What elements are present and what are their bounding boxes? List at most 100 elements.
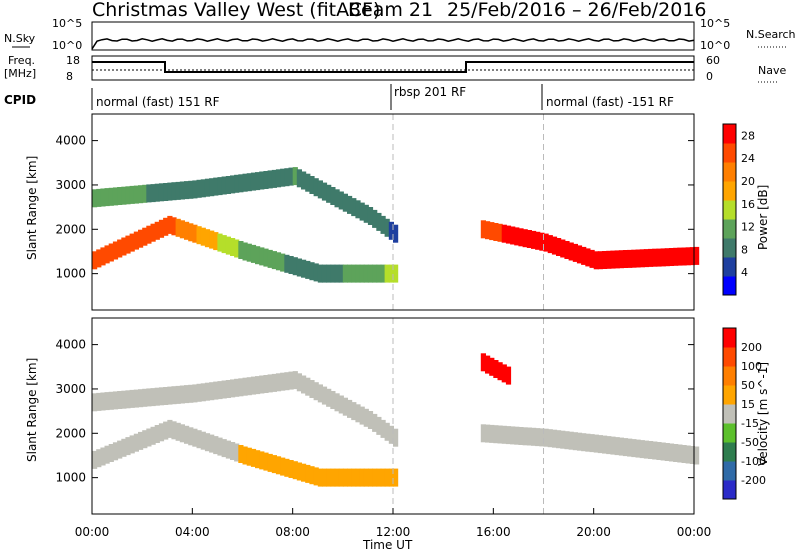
data-cell-power-0-57 xyxy=(330,264,336,283)
data-cell-velocity-1-9 xyxy=(129,389,135,408)
data-cell-power-1-44 xyxy=(275,169,282,188)
data-cell-velocity-0-48 xyxy=(292,461,298,480)
data-cell-velocity-3-12 xyxy=(531,427,537,446)
data-cell-velocity-3-43 xyxy=(660,442,666,461)
data-cell-power-0-42 xyxy=(267,249,273,268)
data-cell-power-0-31 xyxy=(221,235,227,254)
data-cell-power-2-46 xyxy=(673,247,679,266)
data-cell-velocity-1-33 xyxy=(230,379,236,398)
data-cell-velocity-0-52 xyxy=(309,466,315,485)
data-cell-velocity-0-17 xyxy=(163,421,169,440)
data-cell-power-1-57 xyxy=(330,187,336,205)
data-cell-velocity-0-15 xyxy=(154,425,160,443)
data-cell-power-0-54 xyxy=(317,264,323,283)
data-cell-power-2-26 xyxy=(589,249,595,268)
data-cell-velocity-3-15 xyxy=(543,428,549,447)
data-cell-power-1-11 xyxy=(138,185,144,204)
data-cell-velocity-0-42 xyxy=(267,453,273,472)
data-cell-power-1-7 xyxy=(121,186,127,205)
colorbar-swatch-7 xyxy=(723,143,736,163)
data-cell-power-1-70 xyxy=(384,218,390,237)
data-cell-velocity-3-33 xyxy=(618,437,624,456)
data-cell-power-1-39 xyxy=(255,172,261,191)
data-cell-power-2-15 xyxy=(543,233,549,252)
cpid-panel: CPID normal (fast) 151 RF rbsp 201 RF no… xyxy=(4,84,674,110)
data-cell-power-0-37 xyxy=(246,243,252,262)
data-cell-velocity-0-13 xyxy=(146,428,152,447)
data-cell-power-0-62 xyxy=(351,264,357,283)
data-cell-power-1-46 xyxy=(284,168,290,187)
data-cell-velocity-0-44 xyxy=(275,456,282,475)
freq-tick-bottom: 8 xyxy=(66,70,73,83)
data-cell-power-1-52 xyxy=(309,176,315,194)
data-cell-velocity-1-48 xyxy=(292,371,298,390)
data-cell-power-2-18 xyxy=(556,238,562,256)
colorbar-swatch-1 xyxy=(723,461,736,481)
data-cell-velocity-3-19 xyxy=(560,430,566,449)
data-cell-velocity-3-24 xyxy=(581,433,587,452)
nave-tick-top: 60 xyxy=(706,54,720,67)
data-cell-velocity-3-10 xyxy=(522,427,528,446)
data-cell-power-2-13 xyxy=(535,231,541,250)
data-cell-power-2-42 xyxy=(656,248,662,267)
colorbar-swatch-7 xyxy=(723,347,736,367)
freq-label: Freq. xyxy=(8,54,35,67)
x-tick-label-5: 20:00 xyxy=(576,525,611,539)
data-cell-power-0-32 xyxy=(225,236,231,255)
data-cell-velocity-0-58 xyxy=(334,468,340,487)
data-cell-velocity-1-24 xyxy=(192,384,198,403)
data-cell-velocity-1-63 xyxy=(355,404,361,423)
data-cell-velocity-0-35 xyxy=(238,445,244,463)
data-cell-velocity-0-36 xyxy=(242,446,248,465)
data-cell-power-1-14 xyxy=(150,184,156,203)
data-cell-power-1-13 xyxy=(146,184,152,203)
data-cell-velocity-0-25 xyxy=(196,430,202,449)
data-cell-velocity-3-20 xyxy=(564,431,570,450)
data-cell-power-2-33 xyxy=(618,250,624,269)
data-cell-velocity-1-41 xyxy=(263,375,269,393)
data-cell-velocity-1-37 xyxy=(246,377,252,396)
data-cell-velocity-3-29 xyxy=(602,435,608,454)
nsky-tick-top: 10^5 xyxy=(52,17,82,30)
cpid-mode-3: normal (fast) -151 RF xyxy=(546,95,674,109)
data-cell-velocity-1-55 xyxy=(321,386,328,405)
data-cell-velocity-3-0 xyxy=(480,424,486,443)
data-cell-power-0-5 xyxy=(112,241,119,260)
data-cell-velocity-0-2 xyxy=(100,447,106,466)
data-cell-velocity-1-29 xyxy=(213,381,219,400)
data-cell-power-1-12 xyxy=(142,184,148,203)
velocity-marks xyxy=(92,318,700,514)
cpid-label: CPID xyxy=(4,93,36,107)
data-cell-power-2-51 xyxy=(694,246,700,265)
station-title: Christmas Valley West (fitACF) xyxy=(92,0,380,21)
data-cell-velocity-2-4 xyxy=(497,362,503,381)
data-cell-velocity-0-26 xyxy=(200,431,206,450)
data-cell-power-1-1 xyxy=(96,188,102,207)
data-cell-velocity-1-20 xyxy=(175,385,181,404)
y-tick-label-3000: 3000 xyxy=(55,178,86,192)
data-cell-velocity-0-16 xyxy=(158,423,165,442)
x-tick-label-6: 00:00 xyxy=(677,525,712,539)
data-cell-power-2-25 xyxy=(585,248,591,267)
data-cell-velocity-2-0 xyxy=(480,353,486,372)
data-cell-velocity-0-45 xyxy=(280,457,286,476)
data-cell-velocity-1-72 xyxy=(393,428,399,447)
data-cell-velocity-0-63 xyxy=(355,468,361,487)
colorbar-tick-15: 15 xyxy=(741,398,755,411)
colorbar-tick-200: 200 xyxy=(741,341,762,354)
data-cell-power-0-46 xyxy=(284,254,290,273)
data-cell-power-0-0 xyxy=(92,251,98,270)
data-cell-velocity-0-39 xyxy=(255,450,261,469)
data-cell-velocity-1-1 xyxy=(96,392,102,411)
data-cell-velocity-0-19 xyxy=(171,421,177,440)
y-tick-label-2000: 2000 xyxy=(55,426,86,440)
nave-label: Nave xyxy=(758,64,786,77)
cpid-mode-2: rbsp 201 RF xyxy=(394,85,466,99)
data-cell-velocity-1-68 xyxy=(376,416,382,435)
data-cell-velocity-1-36 xyxy=(242,377,248,396)
y-tick-label-1000: 1000 xyxy=(55,267,86,281)
colorbar-swatch-4 xyxy=(723,404,736,424)
data-cell-power-2-16 xyxy=(547,235,553,254)
data-cell-power-0-15 xyxy=(154,221,160,240)
colorbar-tick--15: -15 xyxy=(741,417,759,430)
